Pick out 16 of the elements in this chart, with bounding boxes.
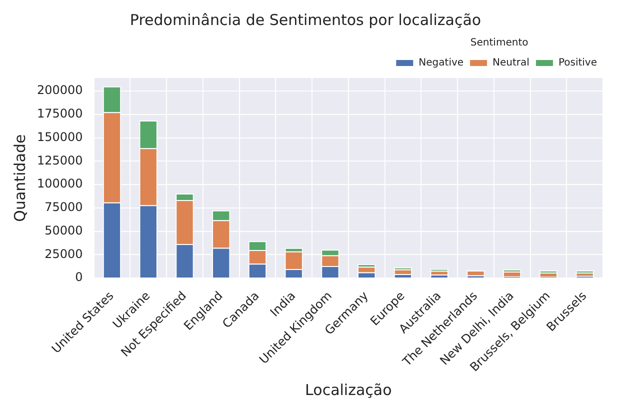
y-tick-label: 0 xyxy=(75,270,83,284)
chart-title: Predominância de Sentimentos por localização xyxy=(130,10,482,29)
legend-title: Sentimento xyxy=(470,38,528,49)
x-axis-title: Localização xyxy=(305,380,392,399)
y-tick-label: 100000 xyxy=(36,176,83,191)
y-axis-title: Quantidade xyxy=(10,134,29,222)
y-tick-label: 75000 xyxy=(44,200,83,214)
y-tick-label: 150000 xyxy=(36,130,83,144)
legend-label: Negative xyxy=(418,58,464,69)
y-tick-label: 50000 xyxy=(44,223,83,238)
y-tick-label: 25000 xyxy=(44,246,83,261)
y-tick-label: 175000 xyxy=(36,106,83,121)
y-tick-label: 125000 xyxy=(36,153,83,168)
y-tick-label: 200000 xyxy=(36,83,83,98)
legend-label: Neutral xyxy=(492,58,530,69)
legend-label: Positive xyxy=(558,58,598,69)
